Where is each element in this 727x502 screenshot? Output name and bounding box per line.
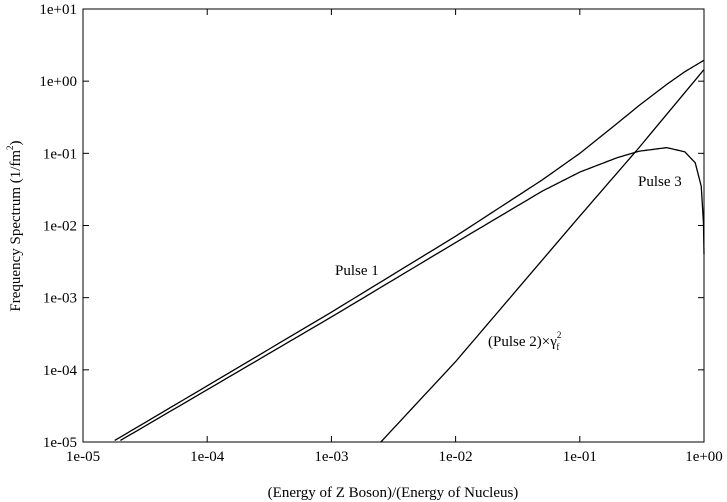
y-tick-label: 1e-05 bbox=[43, 435, 77, 451]
x-tick-label: 1e-03 bbox=[314, 449, 348, 465]
x-tick-labels: 1e-05 1e-04 1e-03 1e-02 1e-01 1e+00 bbox=[66, 449, 723, 465]
y-axis-title-main: Frequency Spectrum (1/fm bbox=[8, 150, 24, 312]
y-tick-label: 1e-04 bbox=[43, 363, 78, 379]
annotation-pulse-1: Pulse 1 bbox=[335, 263, 379, 279]
series-lines bbox=[114, 59, 705, 443]
y-tick-label: 1e+00 bbox=[39, 74, 77, 90]
x-tick-label: 1e+00 bbox=[685, 449, 723, 465]
y-tick-labels: 1e-05 1e-04 1e-03 1e-02 1e-01 1e+00 1e+01 bbox=[39, 2, 77, 451]
y-tick-label: 1e+01 bbox=[39, 2, 77, 18]
y-axis-title-tail: ) bbox=[8, 140, 24, 145]
x-tick-label: 1e-01 bbox=[563, 449, 597, 465]
x-tick-label: 1e-02 bbox=[439, 449, 473, 465]
x-tick-label: 1e-04 bbox=[190, 449, 225, 465]
x-tick-label: 1e-05 bbox=[66, 449, 100, 465]
y-axis-title-sup: 2 bbox=[5, 145, 15, 150]
annotation-pulse-2: (Pulse 2)×γ2 f bbox=[488, 330, 561, 352]
series-line-3 bbox=[380, 69, 705, 443]
y-tick-label: 1e-01 bbox=[43, 146, 77, 162]
series-line-2 bbox=[120, 146, 705, 442]
plot-frame bbox=[82, 8, 705, 443]
annotation-pulse-2-main: (Pulse 2)×γ bbox=[488, 334, 557, 350]
axis-ticks bbox=[82, 8, 705, 443]
y-axis-title: Frequency Spectrum (1/fm2) bbox=[5, 140, 24, 311]
annotation-pulse-2-sub: f bbox=[556, 342, 559, 352]
x-axis-title: (Energy of Z Boson)/(Energy of Nucleus) bbox=[268, 485, 519, 501]
annotation-pulse-2-sup: 2 bbox=[557, 330, 562, 340]
series-line-1 bbox=[114, 59, 705, 442]
y-tick-label: 1e-02 bbox=[43, 219, 77, 235]
y-tick-label: 1e-03 bbox=[43, 291, 77, 307]
annotation-pulse-3: Pulse 3 bbox=[638, 174, 682, 190]
